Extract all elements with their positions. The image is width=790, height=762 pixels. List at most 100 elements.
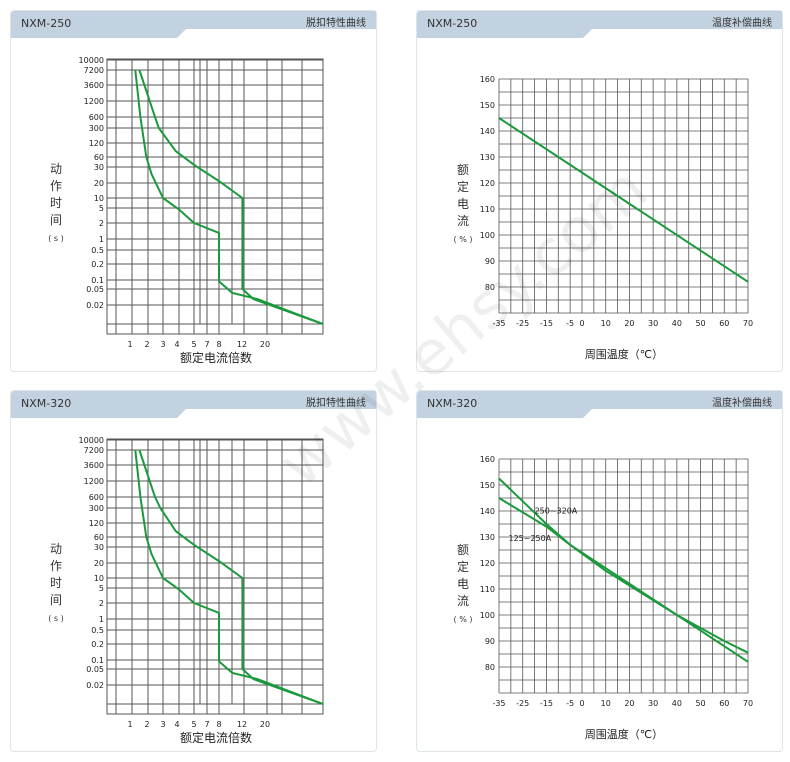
x-tick-label: 1 [127,720,132,729]
x-tick-label: 2 [144,340,149,349]
y-tick-label: 110 [480,205,495,214]
series-annotation: 250~320A [535,507,578,516]
y-tick-label: 130 [480,153,495,162]
chart: 10000720036001200600300120603020105210.5… [48,56,324,365]
y-tick-label: 300 [89,124,104,133]
y-tick-label: 140 [480,507,495,516]
x-tick-label: 3 [160,340,165,349]
y-tick-label: 600 [89,113,104,122]
x-tick-label: 12 [237,720,247,729]
chart: 160 150 140 130 120 110 100 90 80 -35 -25 -15 -5 0 10 2… [454,75,754,361]
temp-curve [498,497,749,654]
y-tick-label: 20 [94,179,104,188]
chart: 160 150 140 130 120 110 100 90 80 -35 -25 -15 -5 0 10 2… [454,455,754,741]
trip-curve-lower [134,69,324,325]
model-label: NXM-250 [21,17,72,30]
x-tick-label: 10 [601,699,611,708]
x-tick-label: 0 [579,699,584,708]
panel-header [11,391,376,418]
temp-curve [498,477,749,663]
x-tick-label: 5 [191,340,196,349]
header-bg [417,391,782,418]
y-tick-label: 0.5 [91,246,104,255]
y-tick-label: 30 [94,543,104,552]
x-tick-label: 20 [624,319,634,328]
model-label: NXM-320 [21,397,72,410]
y-axis-label: ( s ) [48,614,64,623]
y-tick-label: 2 [99,599,104,608]
y-axis-label: 作 [50,179,62,193]
x-tick-label: 60 [719,319,729,328]
x-axis-label: 周围温度（℃） [585,347,663,361]
x-tick-label: 20 [260,340,270,349]
x-tick-label: -25 [516,699,529,708]
panel-title: 脱扣特性曲线 [306,398,366,409]
y-tick-label: 3600 [84,461,104,470]
y-tick-label: 10000 [79,436,104,445]
panel-title: 脱扣特性曲线 [306,18,366,29]
y-tick-label: 5 [99,584,104,593]
y-axis-label: 动 [50,162,62,176]
x-tick-label: 40 [672,699,682,708]
y-axis-label: 电 [457,197,469,211]
y-axis-label: 时 [50,196,62,210]
y-axis-label: 额 [457,163,469,177]
y-axis-label: 流 [457,214,469,228]
header-bg [11,11,376,38]
x-axis-label: 周围温度（℃） [585,727,663,741]
x-tick-label: 20 [260,720,270,729]
x-tick-label: -15 [540,319,553,328]
x-tick-label: 12 [237,340,247,349]
x-tick-label: 8 [216,720,221,729]
y-tick-label: 0.1 [91,276,104,285]
y-tick-label: 100 [480,611,495,620]
x-tick-label: 7 [204,340,209,349]
x-tick-label: 1 [127,340,132,349]
y-tick-label: 7200 [84,446,104,455]
panel-header [11,11,376,38]
x-tick-label: 50 [695,699,705,708]
x-tick-label: -35 [492,319,505,328]
y-tick-label: 60 [94,153,104,162]
x-tick-label: -35 [492,699,505,708]
y-tick-label: 1200 [84,97,104,106]
panel-title: 温度补偿曲线 [712,18,772,29]
x-tick-label: -25 [516,319,529,328]
x-tick-label: 7 [204,720,209,729]
x-tick-label: 30 [648,319,658,328]
y-tick-label: 90 [485,637,495,646]
y-tick-label: 1200 [84,477,104,486]
y-tick-label: 120 [89,519,104,528]
x-tick-label: 0 [579,319,584,328]
y-tick-label: 100 [480,231,495,240]
x-tick-label: 50 [695,319,705,328]
y-axis-label: 动 [50,542,62,556]
y-tick-label: 0.2 [91,640,104,649]
x-tick-label: 10 [601,319,611,328]
y-axis-label: 额 [457,543,469,557]
y-tick-label: 90 [485,257,495,266]
x-axis-label: 额定电流倍数 [180,350,252,365]
trip-curve-lower [134,449,324,705]
y-tick-label: 0.05 [86,665,104,674]
plot-frame [106,438,324,715]
panel-title: 温度补偿曲线 [712,398,772,409]
y-axis-label: 时 [50,576,62,590]
y-tick-label: 0.02 [86,301,104,310]
y-tick-label: 1 [99,235,104,244]
y-axis-label: 定 [457,179,469,194]
x-tick-label: 70 [743,319,753,328]
x-axis-label: 额定电流倍数 [180,730,252,745]
y-tick-label: 30 [94,163,104,172]
y-axis-label: ( s ) [48,234,64,243]
temp-curve [498,117,749,283]
x-tick-label: 8 [216,340,221,349]
panel-trip-nxm250: NXM-250 脱扣特性曲线 10000 7200 3600 1200 600 300 120 6… [10,10,377,372]
series-annotation: 125~250A [508,534,551,543]
x-tick-label: 5 [191,720,196,729]
y-tick-label: 2 [99,219,104,228]
y-tick-label: 160 [480,75,495,84]
y-tick-label: 1 [99,615,104,624]
y-tick-label: 0.2 [91,260,104,269]
y-axis-label: 作 [50,559,62,573]
